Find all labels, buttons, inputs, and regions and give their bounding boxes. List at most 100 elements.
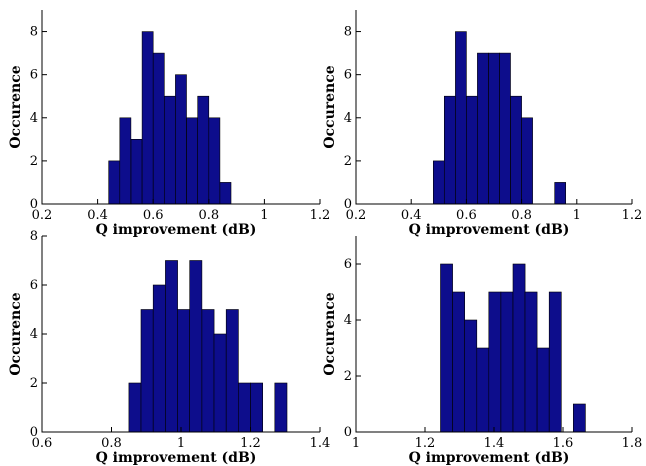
histogram-bar xyxy=(512,263,526,433)
histogram-bar xyxy=(521,117,533,205)
x-tick-label: 0.8 xyxy=(101,436,122,451)
x-tick-label: 1.2 xyxy=(240,436,261,451)
histogram-bar xyxy=(500,291,514,433)
histogram-bar xyxy=(464,319,478,433)
x-tick-label: 1.6 xyxy=(553,436,574,451)
histogram-bar xyxy=(477,52,489,205)
histogram-panel-2: 0.2 0.4 0.6 0.8 1 1.2 0 2 4 6 8 Q improvement (dB) O… xyxy=(322,10,642,238)
x-tick-label: 1 xyxy=(260,208,268,223)
histogram-bar xyxy=(164,95,176,205)
x-axis-label: Q improvement (dB) xyxy=(96,450,257,466)
y-tick-label: 4 xyxy=(344,313,352,328)
histogram-bar xyxy=(189,260,203,433)
x-tick-label: 0.6 xyxy=(32,436,53,451)
y-tick-label: 2 xyxy=(344,154,352,169)
x-tick-label: 1 xyxy=(177,436,185,451)
y-tick-label: 4 xyxy=(30,327,38,342)
y-tick-label: 2 xyxy=(344,369,352,384)
x-tick-label: 0.8 xyxy=(198,208,219,223)
histogram-bar xyxy=(499,52,511,205)
bars xyxy=(440,263,586,433)
histogram-bar xyxy=(130,139,143,205)
histogram-bar xyxy=(141,31,154,205)
y-tick-label: 6 xyxy=(344,68,352,83)
x-axis-label: Q improvement (dB) xyxy=(409,450,570,466)
histogram-bar xyxy=(488,52,500,205)
histogram-bar xyxy=(466,95,478,205)
histogram-bar xyxy=(440,263,453,433)
histogram-bar xyxy=(165,260,178,433)
histogram-bar xyxy=(554,182,567,205)
y-tick-label: 4 xyxy=(30,111,38,126)
histogram-bar xyxy=(238,382,251,433)
y-axis-label: Occurence xyxy=(8,292,24,375)
histogram-bar xyxy=(201,309,215,433)
histogram-panel-4: 1 1.2 1.4 1.6 1.8 0 2 4 6 Q improvement (dB) Occur… xyxy=(322,236,642,466)
y-axis-label: Occurence xyxy=(322,65,338,148)
y-axis-label: Occurence xyxy=(322,292,338,375)
bars xyxy=(128,260,288,433)
x-tick-label: 1.8 xyxy=(622,436,643,451)
histogram-bar xyxy=(140,309,154,433)
histogram-bar xyxy=(274,382,288,433)
histogram-bar xyxy=(432,160,445,205)
x-tick-label: 1.2 xyxy=(622,208,643,223)
y-tick-label: 0 xyxy=(30,197,38,212)
y-tick-label: 4 xyxy=(344,111,352,126)
y-tick-label: 0 xyxy=(344,197,352,212)
histogram-panel-3: 0.6 0.8 1 1.2 1.4 0 2 4 6 8 Q improvement (dB) Occu… xyxy=(8,229,330,466)
histogram-bar xyxy=(177,309,190,433)
x-tick-label: 1.2 xyxy=(415,436,436,451)
histogram-bar xyxy=(476,347,490,433)
histogram-bar xyxy=(119,117,132,205)
y-tick-label: 8 xyxy=(344,25,352,40)
x-tick-label: 1.4 xyxy=(310,436,331,451)
histogram-bar xyxy=(548,291,562,433)
histogram-bar xyxy=(572,403,586,433)
histogram-bar xyxy=(250,382,263,433)
x-axis-label: Q improvement (dB) xyxy=(409,222,570,238)
x-tick-label: 0.4 xyxy=(87,208,108,223)
histogram-bar xyxy=(225,309,239,433)
y-axis-label: Occurence xyxy=(8,65,24,148)
x-axis-label: Q improvement (dB) xyxy=(96,222,257,238)
histogram-bar xyxy=(175,74,187,205)
y-tick-label: 6 xyxy=(344,257,352,272)
histogram-bar xyxy=(208,117,221,205)
histogram-bar xyxy=(186,117,199,205)
bars xyxy=(108,31,232,205)
x-tick-label: 1 xyxy=(573,208,581,223)
y-tick-label: 2 xyxy=(30,154,38,169)
y-tick-label: 0 xyxy=(344,425,352,440)
histogram-bar xyxy=(152,284,166,433)
bars xyxy=(432,31,567,205)
histogram-bar xyxy=(219,182,232,205)
histogram-bar xyxy=(152,52,165,205)
histogram-bar xyxy=(455,31,467,205)
x-tick-label: 0.2 xyxy=(32,208,53,223)
y-tick-label: 8 xyxy=(30,25,38,40)
y-tick-label: 6 xyxy=(30,68,38,83)
histogram-panel-1: 0.2 0.4 0.6 0.8 1 1.2 0 2 4 6 8 Q improvement (dB) O… xyxy=(8,10,330,238)
histogram-bar xyxy=(108,160,121,205)
histogram-bar xyxy=(213,333,227,433)
histogram-bar xyxy=(488,291,502,433)
y-tick-label: 6 xyxy=(30,278,38,293)
histogram-bar xyxy=(536,347,550,433)
x-tick-label: 0.6 xyxy=(456,208,477,223)
y-tick-label: 0 xyxy=(30,425,38,440)
histogram-bar xyxy=(443,95,456,205)
histogram-bar xyxy=(197,95,210,205)
x-tick-label: 1 xyxy=(352,436,360,451)
histogram-bar xyxy=(510,95,522,205)
x-tick-label: 0.4 xyxy=(401,208,422,223)
histogram-bar xyxy=(128,382,142,433)
x-tick-label: 0.2 xyxy=(346,208,367,223)
y-tick-label: 2 xyxy=(30,376,38,391)
x-tick-label: 0.8 xyxy=(511,208,532,223)
x-tick-label: 1.2 xyxy=(310,208,331,223)
histogram-bar xyxy=(452,291,466,433)
y-tick-label: 8 xyxy=(30,229,38,244)
histogram-bar xyxy=(524,291,538,433)
